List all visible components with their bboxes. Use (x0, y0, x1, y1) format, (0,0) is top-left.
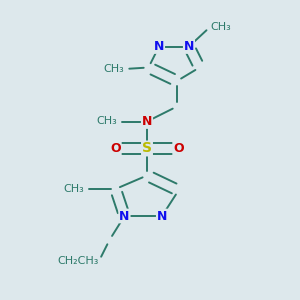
Text: N: N (157, 209, 167, 223)
Text: CH₃: CH₃ (63, 184, 84, 194)
Text: S: S (142, 142, 152, 155)
Text: N: N (154, 40, 164, 53)
Text: O: O (173, 142, 184, 155)
Text: CH₃: CH₃ (96, 116, 117, 127)
Text: CH₃: CH₃ (210, 22, 231, 32)
Text: N: N (184, 40, 194, 53)
Text: O: O (110, 142, 121, 155)
Text: CH₂CH₃: CH₂CH₃ (58, 256, 99, 266)
Text: N: N (142, 115, 152, 128)
Text: CH₃: CH₃ (104, 64, 124, 74)
Text: N: N (119, 209, 130, 223)
